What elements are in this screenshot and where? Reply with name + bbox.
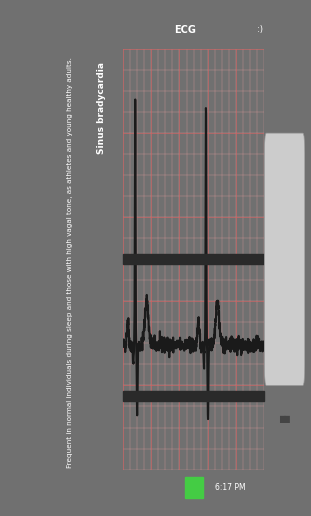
- Text: ECG: ECG: [174, 25, 196, 35]
- Text: 6:17 PM: 6:17 PM: [215, 483, 246, 492]
- Text: Frequent in normal individuals during sleep and those with high vagal tone, as a: Frequent in normal individuals during sl…: [67, 57, 73, 469]
- Text: :): :): [257, 25, 263, 34]
- Text: Sinus bradycardia: Sinus bradycardia: [97, 61, 106, 154]
- Bar: [123, 391, 264, 401]
- Bar: [185, 477, 203, 498]
- Text: ██: ██: [279, 415, 290, 423]
- FancyBboxPatch shape: [264, 133, 305, 385]
- Bar: [123, 254, 264, 264]
